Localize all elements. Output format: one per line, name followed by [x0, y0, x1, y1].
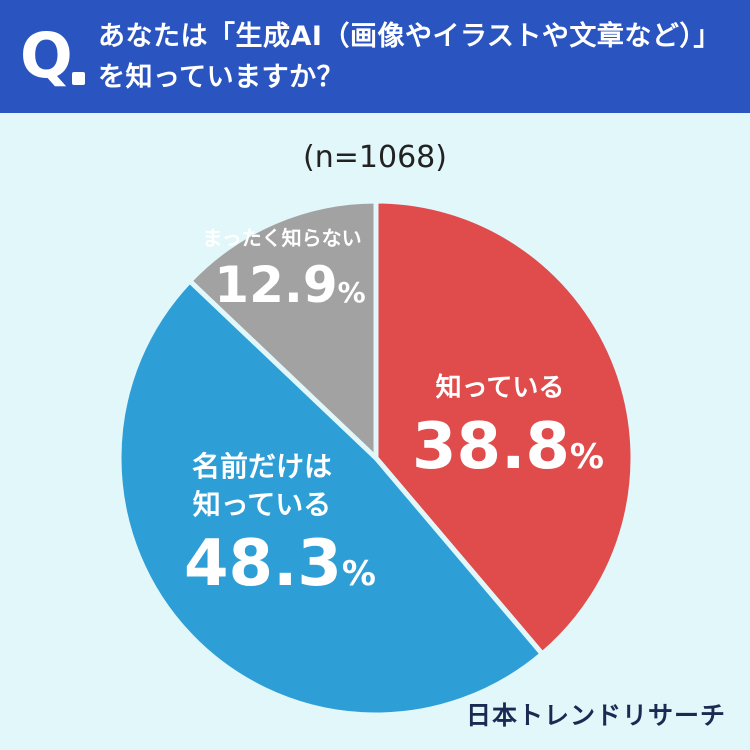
sample-size: (n=1068)	[303, 140, 447, 175]
question-mark-label: Q	[20, 19, 73, 92]
slice-label-know: 知っている	[436, 373, 565, 403]
header-banner: Q あなたは「生成AI（画像やイラストや文章など）」を知っていますか？	[0, 0, 750, 113]
slice-label-name-only: 名前だけは知っている	[192, 450, 332, 521]
question-text: あなたは「生成AI（画像やイラストや文章など）」を知っていますか？	[98, 21, 721, 93]
slice-value-know: 38.8%	[412, 410, 604, 484]
brand-logo-text: 日本トレンドリサーチ	[465, 701, 726, 730]
pie-slice-dont-know	[187, 198, 379, 461]
slice-value-dont-know: 12.9%	[214, 256, 365, 314]
slice-value-name-only: 48.3%	[184, 527, 376, 601]
question-dot-icon	[72, 72, 85, 85]
pie-slice-know	[373, 198, 636, 657]
slice-label-dont-know: まったく知らない	[202, 226, 361, 250]
pie-slice-name-only	[116, 278, 545, 718]
